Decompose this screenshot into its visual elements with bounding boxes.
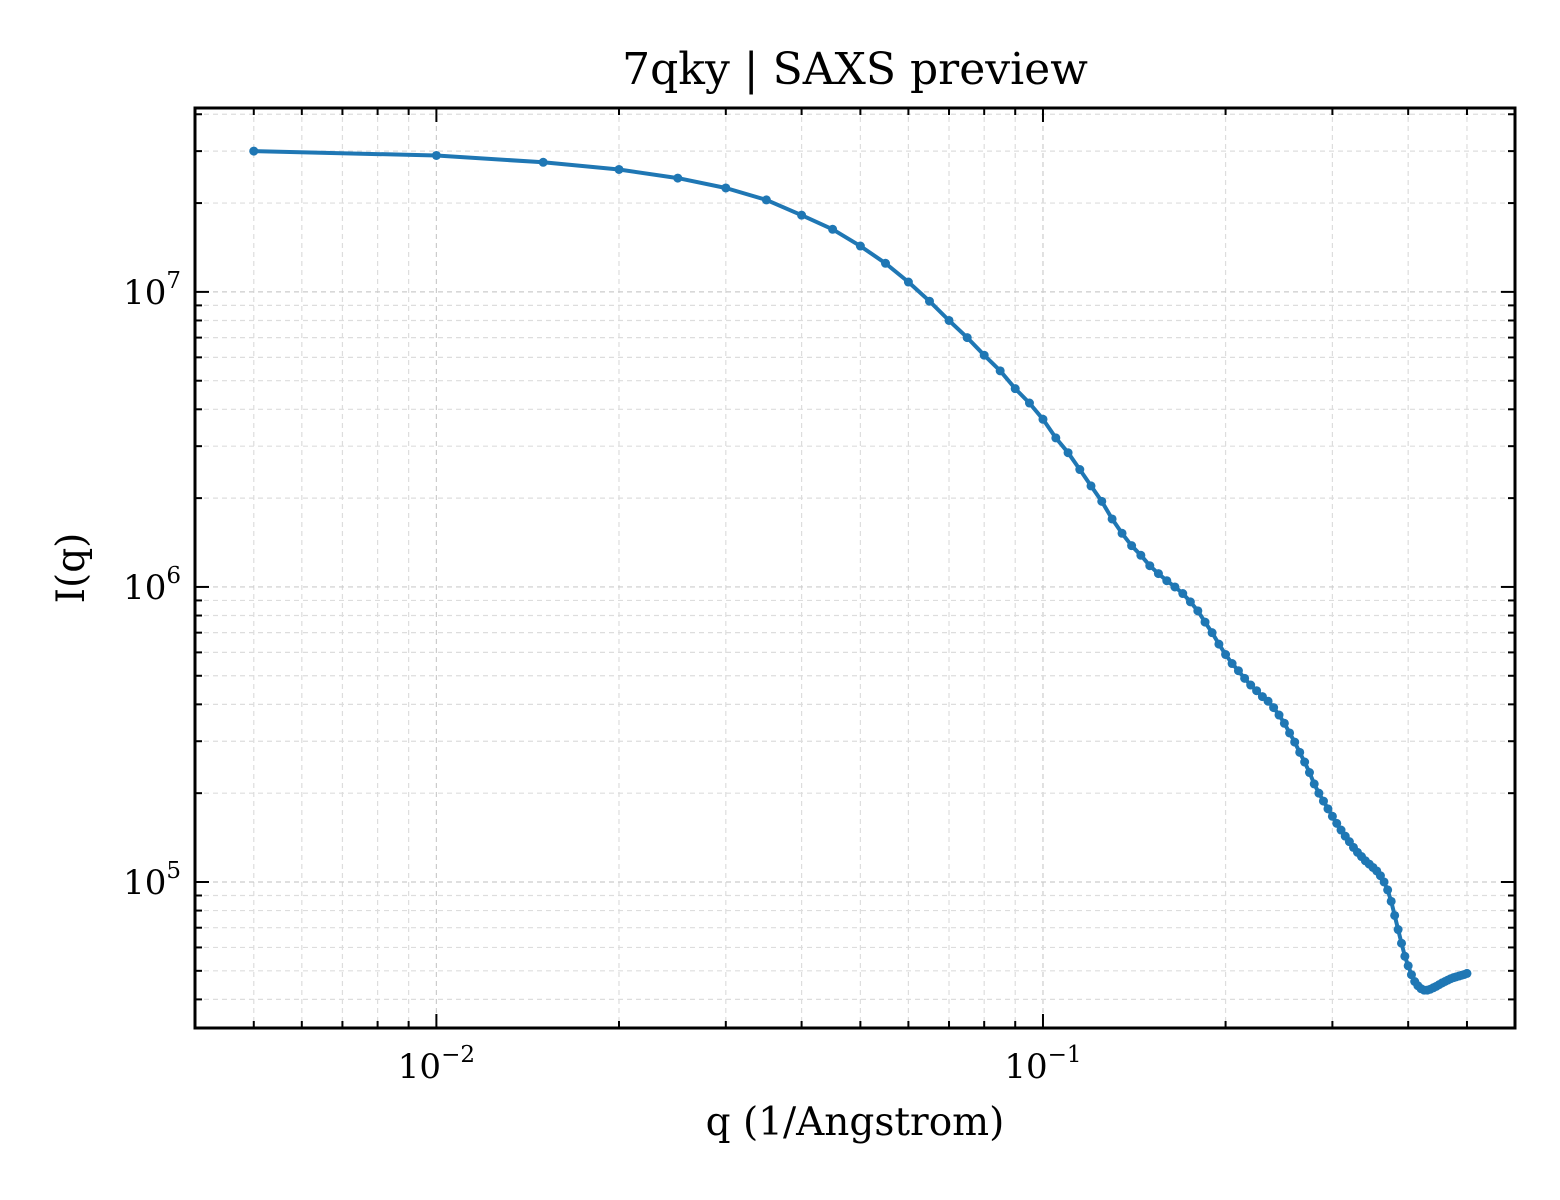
data-point [1304,768,1314,778]
data-point [1246,680,1256,690]
data-point [1252,686,1262,696]
data-point [249,146,259,156]
grid-lines [194,108,1515,1028]
data-point [979,350,989,360]
data-point [1233,666,1243,676]
series-layer [249,146,1472,995]
data-point [1462,968,1472,978]
data-point [1227,659,1237,669]
data-point [1397,938,1407,948]
data-point [1097,496,1107,506]
chart-title: 7qky | SAXS preview [622,44,1088,95]
y-tick-label: 105 [123,858,181,903]
data-point [944,315,954,325]
data-point [828,224,838,234]
y-axis-label: I(q) [49,533,94,604]
data-point [1207,628,1217,638]
data-point [1051,433,1061,443]
data-point [1178,589,1188,599]
data-point [1221,650,1231,660]
data-point [1383,885,1393,895]
data-point [1323,804,1333,814]
data-point [1200,617,1210,627]
tick-labels: 10−2 10−1 105 106 107 [123,268,1081,1087]
x-axis-label: q (1/Angstrom) [706,1100,1005,1145]
data-point [1136,550,1146,560]
data-point [1024,398,1034,408]
data-point [1279,718,1289,728]
data-point [538,157,548,167]
data-point [1063,448,1073,458]
data-point [1107,514,1117,524]
y-tick-label: 107 [123,268,181,313]
data-point [1406,970,1416,980]
data-point [1170,582,1180,592]
data-point [1327,811,1337,821]
data-point [761,195,771,205]
x-tick-label: 10−1 [1004,1042,1081,1087]
data-point [880,258,890,268]
data-point [673,173,683,183]
data-point [924,296,934,306]
data-point [1145,561,1155,571]
data-point [1263,696,1273,706]
data-point [1269,703,1279,713]
data-point [1309,779,1319,789]
data-point [1285,728,1295,738]
data-point [1185,597,1195,607]
data-point [1393,925,1403,935]
plot-frame [193,106,1517,1030]
data-point [1290,737,1300,747]
data-point [1379,877,1389,887]
data-point [1117,528,1127,538]
data-point [431,150,441,160]
data-point [614,164,624,174]
axis-ticks [194,108,1515,1028]
data-point [1318,796,1328,806]
data-point [855,241,865,251]
data-point [962,333,972,343]
data-point [1162,576,1172,586]
data-point [903,277,913,287]
data-point [1214,639,1224,649]
data-point [1403,961,1413,971]
data-point [721,183,731,193]
data-point [1127,541,1137,551]
x-tick-label: 10−2 [398,1042,475,1087]
data-point [1193,606,1203,616]
data-point [1400,951,1410,961]
data-point [1240,673,1250,683]
data-point [1086,481,1096,491]
data-point [1274,710,1284,720]
data-point [1332,818,1342,828]
data-point [995,366,1005,376]
data-point [1075,465,1085,475]
data-point [1295,747,1305,757]
y-tick-label: 106 [123,563,181,608]
data-point [1386,896,1396,906]
data-point [1038,414,1048,424]
data-point [1153,569,1163,579]
data-point [797,210,807,220]
data-point [1010,384,1020,394]
data-point [1300,757,1310,767]
data-point [1314,788,1324,798]
data-point [1390,910,1400,920]
